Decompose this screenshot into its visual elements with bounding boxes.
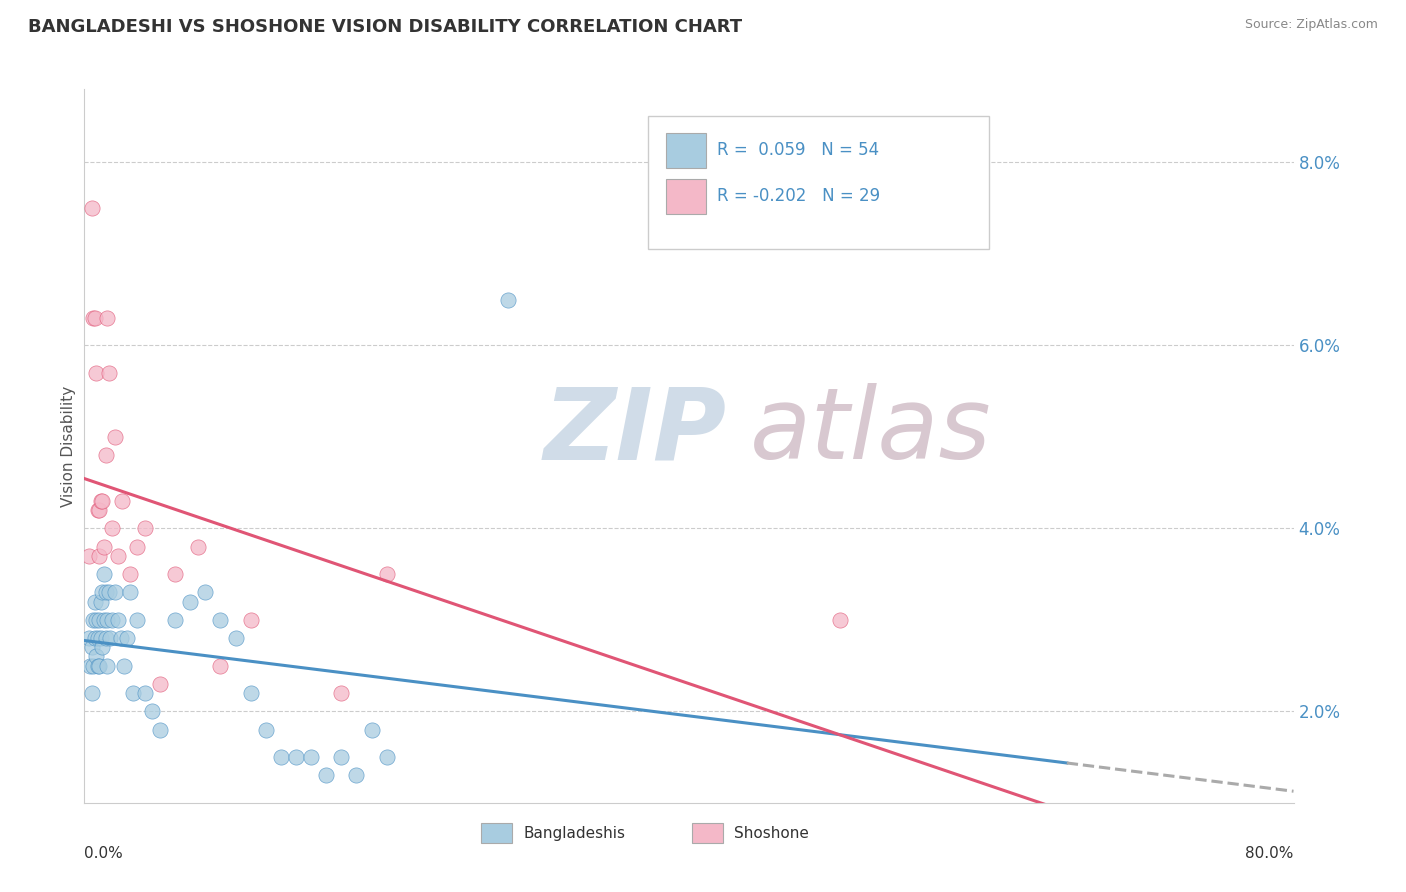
Point: [239, 686, 262, 700]
Point: [94, 585, 117, 599]
Point: [107, 549, 129, 563]
Text: Bangladeshis: Bangladeshis: [523, 826, 626, 840]
Text: Shoshone: Shoshone: [734, 826, 808, 840]
Point: [93, 567, 115, 582]
Point: [134, 521, 156, 535]
Point: [96, 658, 118, 673]
Point: [84, 310, 107, 325]
Point: [100, 613, 122, 627]
Point: [100, 521, 122, 535]
Text: R = -0.202   N = 29: R = -0.202 N = 29: [717, 187, 880, 205]
Point: [80, 686, 103, 700]
Point: [375, 750, 398, 764]
Text: Source: ZipAtlas.com: Source: ZipAtlas.com: [1244, 18, 1378, 31]
Point: [239, 613, 262, 627]
Point: [496, 293, 519, 307]
Point: [98, 631, 121, 645]
Point: [82, 310, 104, 325]
Point: [330, 686, 353, 700]
Point: [90, 494, 112, 508]
Point: [82, 613, 104, 627]
Point: [87, 503, 110, 517]
Point: [77, 631, 100, 645]
Point: [254, 723, 277, 737]
Point: [93, 540, 115, 554]
Point: [89, 503, 111, 517]
Point: [84, 594, 107, 608]
Point: [93, 613, 115, 627]
Point: [89, 549, 111, 563]
Point: [209, 658, 232, 673]
Point: [90, 594, 112, 608]
Point: [94, 631, 117, 645]
Point: [141, 704, 163, 718]
Point: [179, 594, 201, 608]
Point: [165, 567, 187, 582]
Point: [104, 585, 127, 599]
Point: [87, 658, 110, 673]
Y-axis label: Vision Disability: Vision Disability: [60, 385, 76, 507]
Point: [90, 631, 112, 645]
Point: [360, 723, 382, 737]
Point: [82, 658, 104, 673]
Text: atlas: atlas: [749, 384, 991, 480]
Point: [209, 613, 232, 627]
Point: [346, 768, 368, 782]
Point: [118, 585, 141, 599]
Point: [111, 494, 134, 508]
Point: [94, 448, 117, 462]
Point: [91, 494, 114, 508]
Point: [115, 631, 138, 645]
Point: [187, 540, 209, 554]
Point: [107, 613, 129, 627]
Point: [96, 613, 118, 627]
Point: [330, 750, 353, 764]
Text: 0.0%: 0.0%: [84, 846, 124, 861]
Point: [97, 366, 120, 380]
Point: [86, 649, 108, 664]
Point: [285, 750, 308, 764]
Point: [375, 567, 398, 582]
Point: [315, 768, 337, 782]
Point: [91, 640, 114, 655]
Point: [112, 658, 135, 673]
Text: ZIP: ZIP: [544, 384, 727, 480]
Point: [84, 631, 107, 645]
Point: [89, 613, 111, 627]
Point: [104, 430, 127, 444]
Point: [86, 366, 108, 380]
Point: [118, 567, 141, 582]
Point: [110, 631, 132, 645]
Point: [96, 310, 118, 325]
Point: [87, 631, 110, 645]
Point: [149, 723, 172, 737]
Point: [270, 750, 292, 764]
Point: [127, 540, 149, 554]
Text: R =  0.059   N = 54: R = 0.059 N = 54: [717, 142, 879, 160]
Point: [80, 640, 103, 655]
Point: [149, 677, 172, 691]
Point: [91, 585, 114, 599]
Point: [121, 686, 143, 700]
Text: 80.0%: 80.0%: [1246, 846, 1294, 861]
Point: [89, 658, 111, 673]
Point: [165, 613, 187, 627]
Point: [97, 585, 120, 599]
Point: [830, 613, 852, 627]
Point: [86, 613, 108, 627]
Point: [79, 658, 101, 673]
Point: [80, 201, 103, 215]
Point: [127, 613, 149, 627]
Point: [134, 686, 156, 700]
Point: [225, 631, 247, 645]
Point: [299, 750, 322, 764]
Text: BANGLADESHI VS SHOSHONE VISION DISABILITY CORRELATION CHART: BANGLADESHI VS SHOSHONE VISION DISABILIT…: [28, 18, 742, 36]
Point: [77, 549, 100, 563]
Point: [194, 585, 217, 599]
